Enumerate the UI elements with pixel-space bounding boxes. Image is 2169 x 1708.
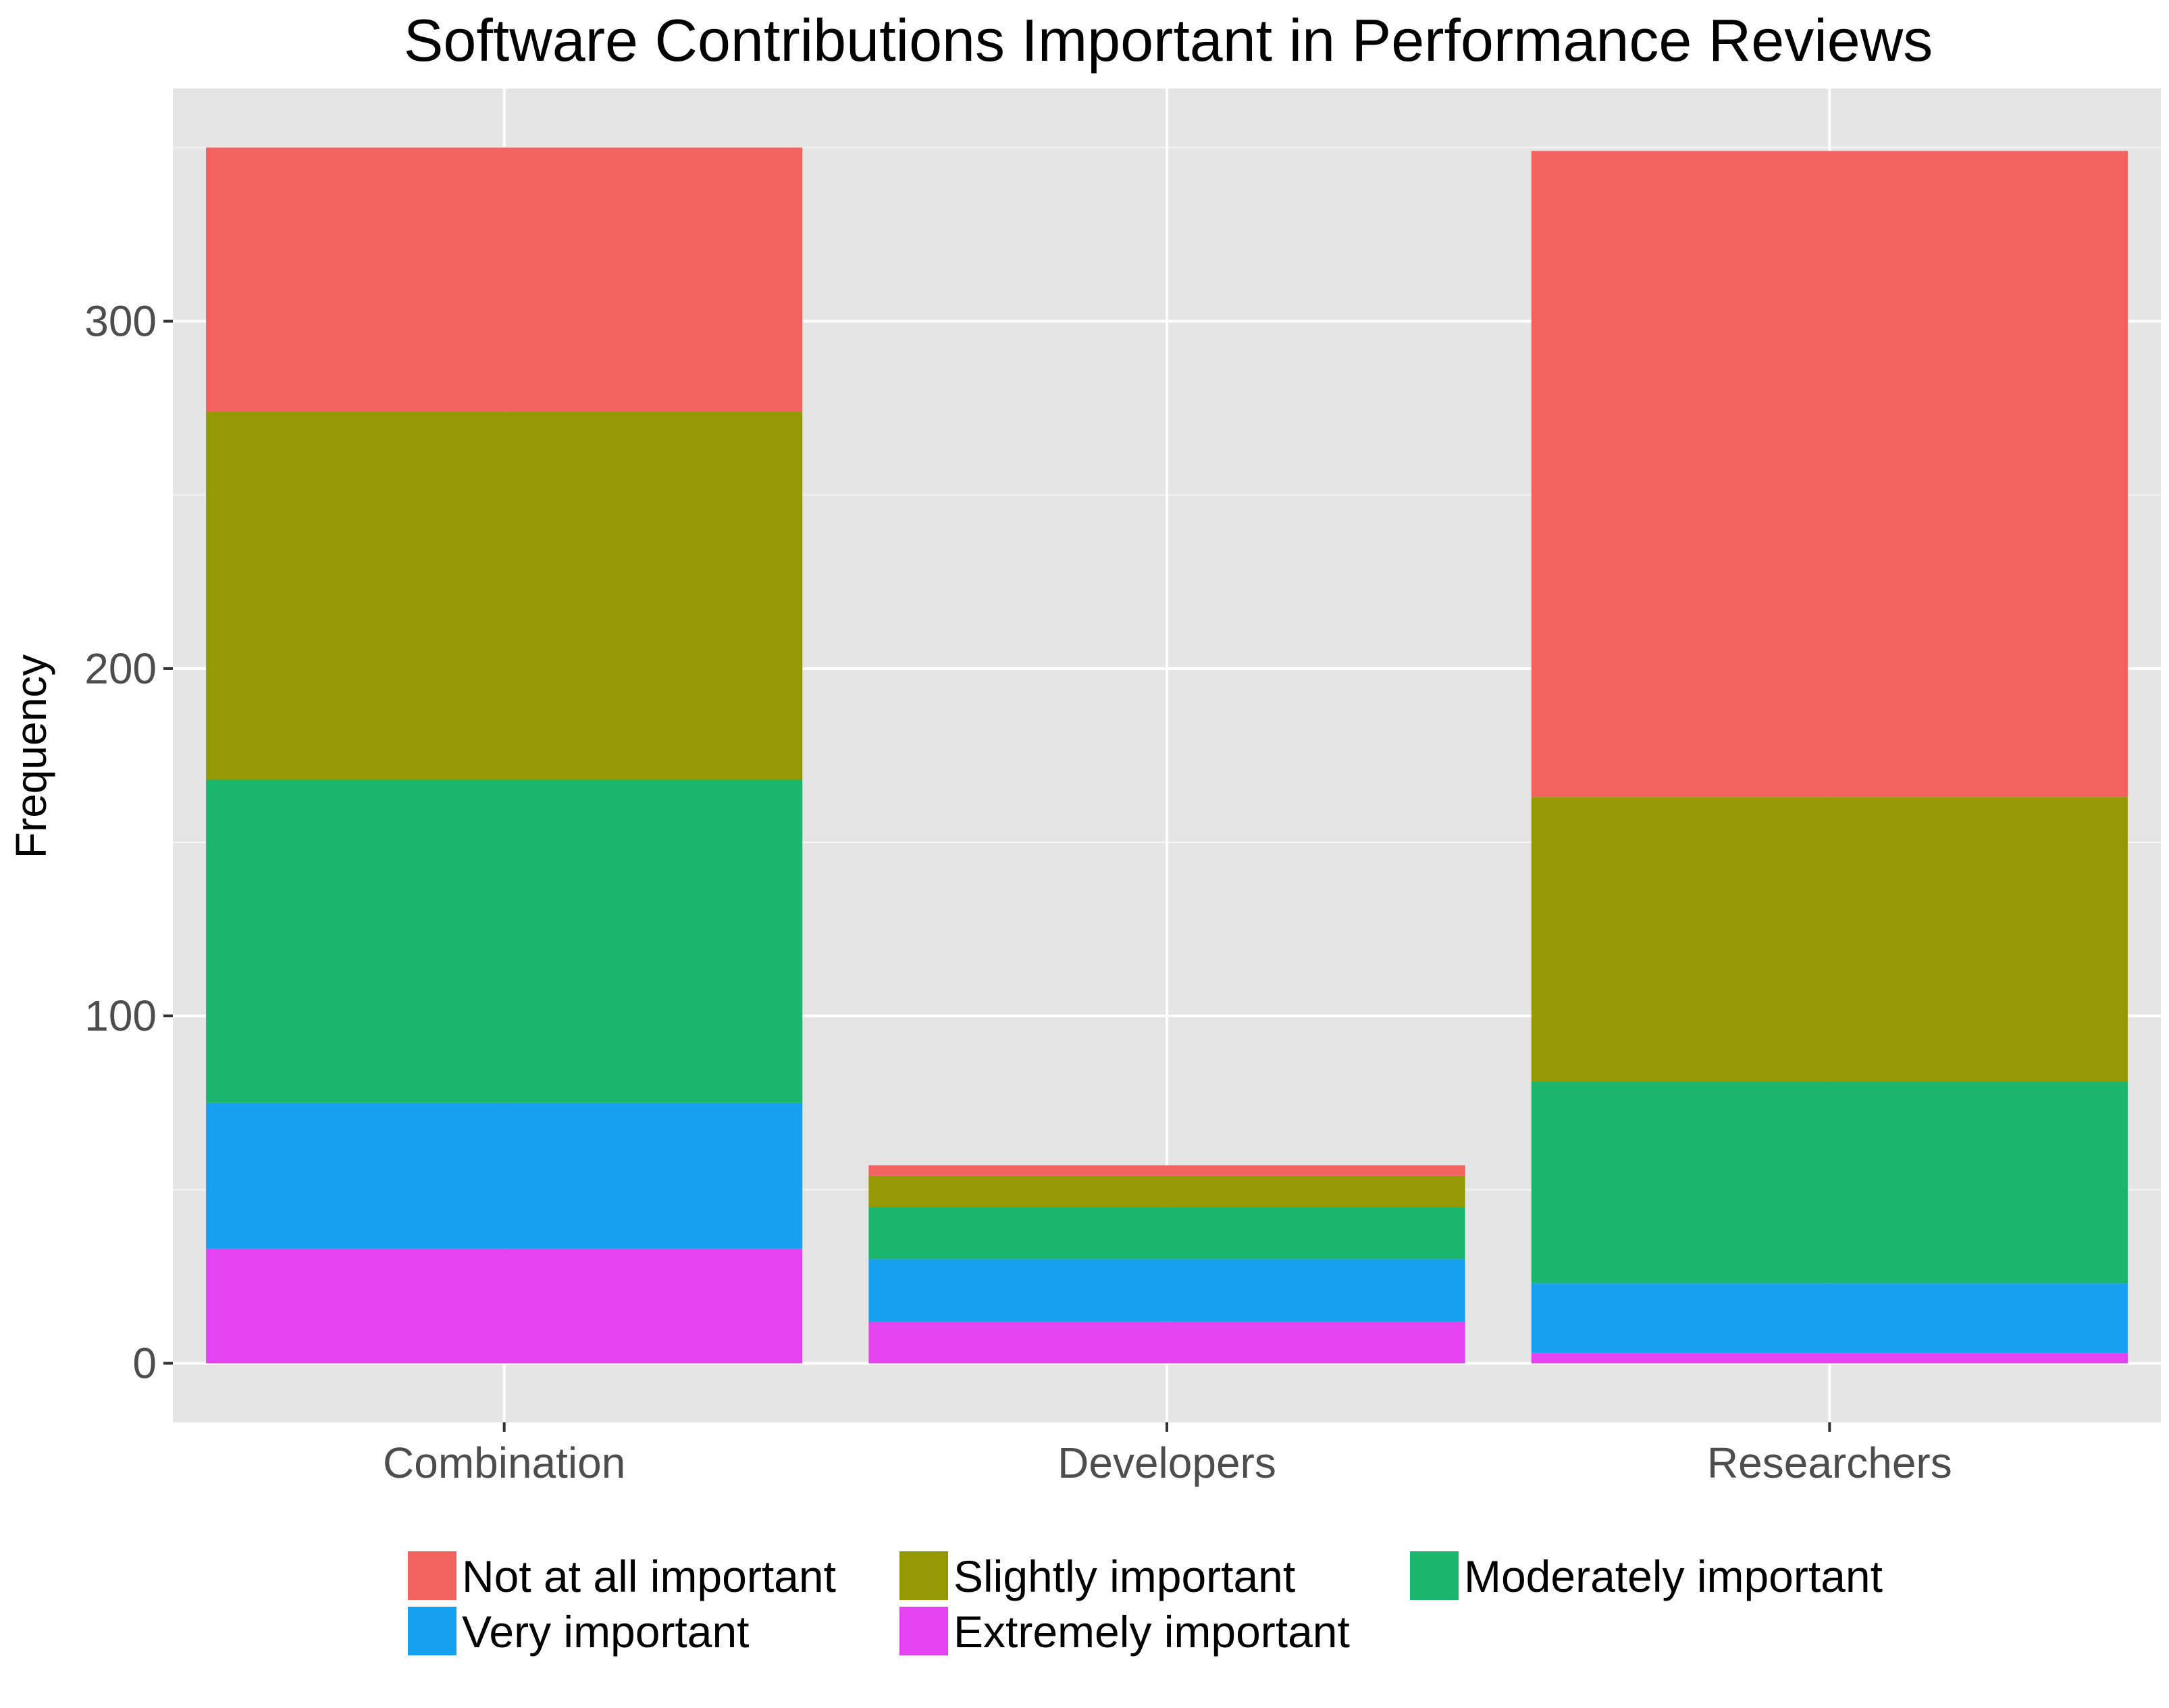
bar-researchers-extremely-important [1531,1353,2128,1364]
legend-item-not-at-all-important: Not at all important [408,1551,836,1601]
bar-combination-extremely-important [206,1248,803,1364]
bar-developers-not-at-all-important [868,1165,1465,1176]
legend-item-slightly-important: Slightly important [899,1551,1295,1601]
legend-key-extremely-important [899,1607,948,1655]
bar-developers-slightly-important [868,1175,1465,1208]
legend: Not at all important Slightly important Mo… [408,1551,1883,1657]
bar-researchers-not-at-all-important [1531,151,2128,798]
legend-label-not-at-all-important: Not at all important [462,1551,836,1601]
legend-label-moderately-important: Moderately important [1464,1551,1883,1601]
x-axis: Combination Developers Researchers [383,1422,1952,1487]
bar-combination-not-at-all-important [206,147,803,412]
x-tick-label-researchers: Researchers [1707,1439,1952,1487]
bars [206,147,2128,1364]
legend-key-slightly-important [899,1551,948,1600]
bar-researchers-very-important [1531,1283,2128,1353]
legend-item-very-important: Very important [408,1607,750,1657]
x-tick-label-developers: Developers [1057,1439,1276,1487]
legend-item-moderately-important: Moderately important [1410,1551,1883,1601]
bar-researchers-moderately-important [1531,1081,2128,1284]
bar-combination-slightly-important [206,411,803,780]
chart-title: Software Contributions Important in Perf… [404,7,1933,74]
bar-combination-moderately-important [206,779,803,1103]
bar-combination-very-important [206,1102,803,1249]
y-tick-label: 300 [84,297,157,346]
legend-item-extremely-important: Extremely important [899,1607,1350,1657]
x-tick-label-combination: Combination [383,1439,625,1487]
bar-developers-moderately-important [868,1207,1465,1260]
legend-key-very-important [408,1607,456,1655]
y-tick-label: 200 [84,644,157,693]
legend-key-moderately-important [1410,1551,1459,1600]
legend-label-slightly-important: Slightly important [953,1551,1295,1601]
bar-developers-very-important [868,1259,1465,1322]
bar-researchers-slightly-important [1531,797,2128,1082]
legend-label-extremely-important: Extremely important [953,1607,1350,1657]
bar-developers-extremely-important [868,1321,1465,1364]
legend-label-very-important: Very important [462,1607,750,1657]
y-axis-title: Frequency [7,654,55,858]
y-tick-label: 100 [84,991,157,1040]
legend-key-not-at-all-important [408,1551,456,1600]
y-axis: 0 100 200 300 [84,297,173,1388]
y-tick-label: 0 [132,1339,157,1388]
